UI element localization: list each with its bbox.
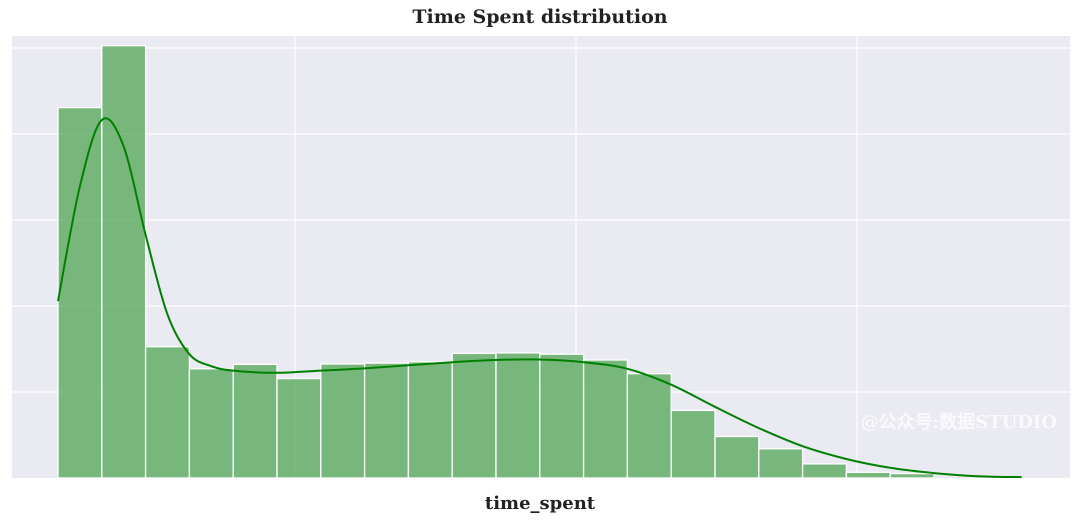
histogram-bar	[320, 363, 366, 479]
x-axis-label: time_spent	[484, 493, 596, 514]
histogram-bar	[582, 359, 629, 479]
histogram-bar	[801, 463, 848, 479]
kde-line	[57, 117, 1022, 479]
histogram-bar	[670, 409, 716, 479]
chart-title: Time Spent distribution	[412, 6, 668, 28]
histogram-bar	[232, 363, 278, 479]
watermark-text: @公众号:数据STUDIO	[861, 411, 1057, 433]
histogram-bar	[276, 377, 322, 479]
histogram-bar	[758, 448, 804, 479]
histogram-bar	[495, 352, 541, 479]
histogram-bar	[451, 352, 497, 479]
histogram-bar	[101, 45, 147, 479]
histogram-bar	[144, 346, 191, 479]
histogram-bar	[57, 106, 103, 479]
histogram-bar	[845, 471, 891, 479]
histogram-bar	[188, 368, 234, 479]
histogram-bar	[626, 373, 672, 479]
histogram-bar	[714, 435, 760, 479]
histogram-bar	[889, 472, 935, 479]
histogram-bar	[539, 353, 585, 479]
histogram-bars	[57, 45, 935, 479]
histogram-bar	[363, 362, 410, 479]
histogram-bar	[407, 361, 453, 479]
